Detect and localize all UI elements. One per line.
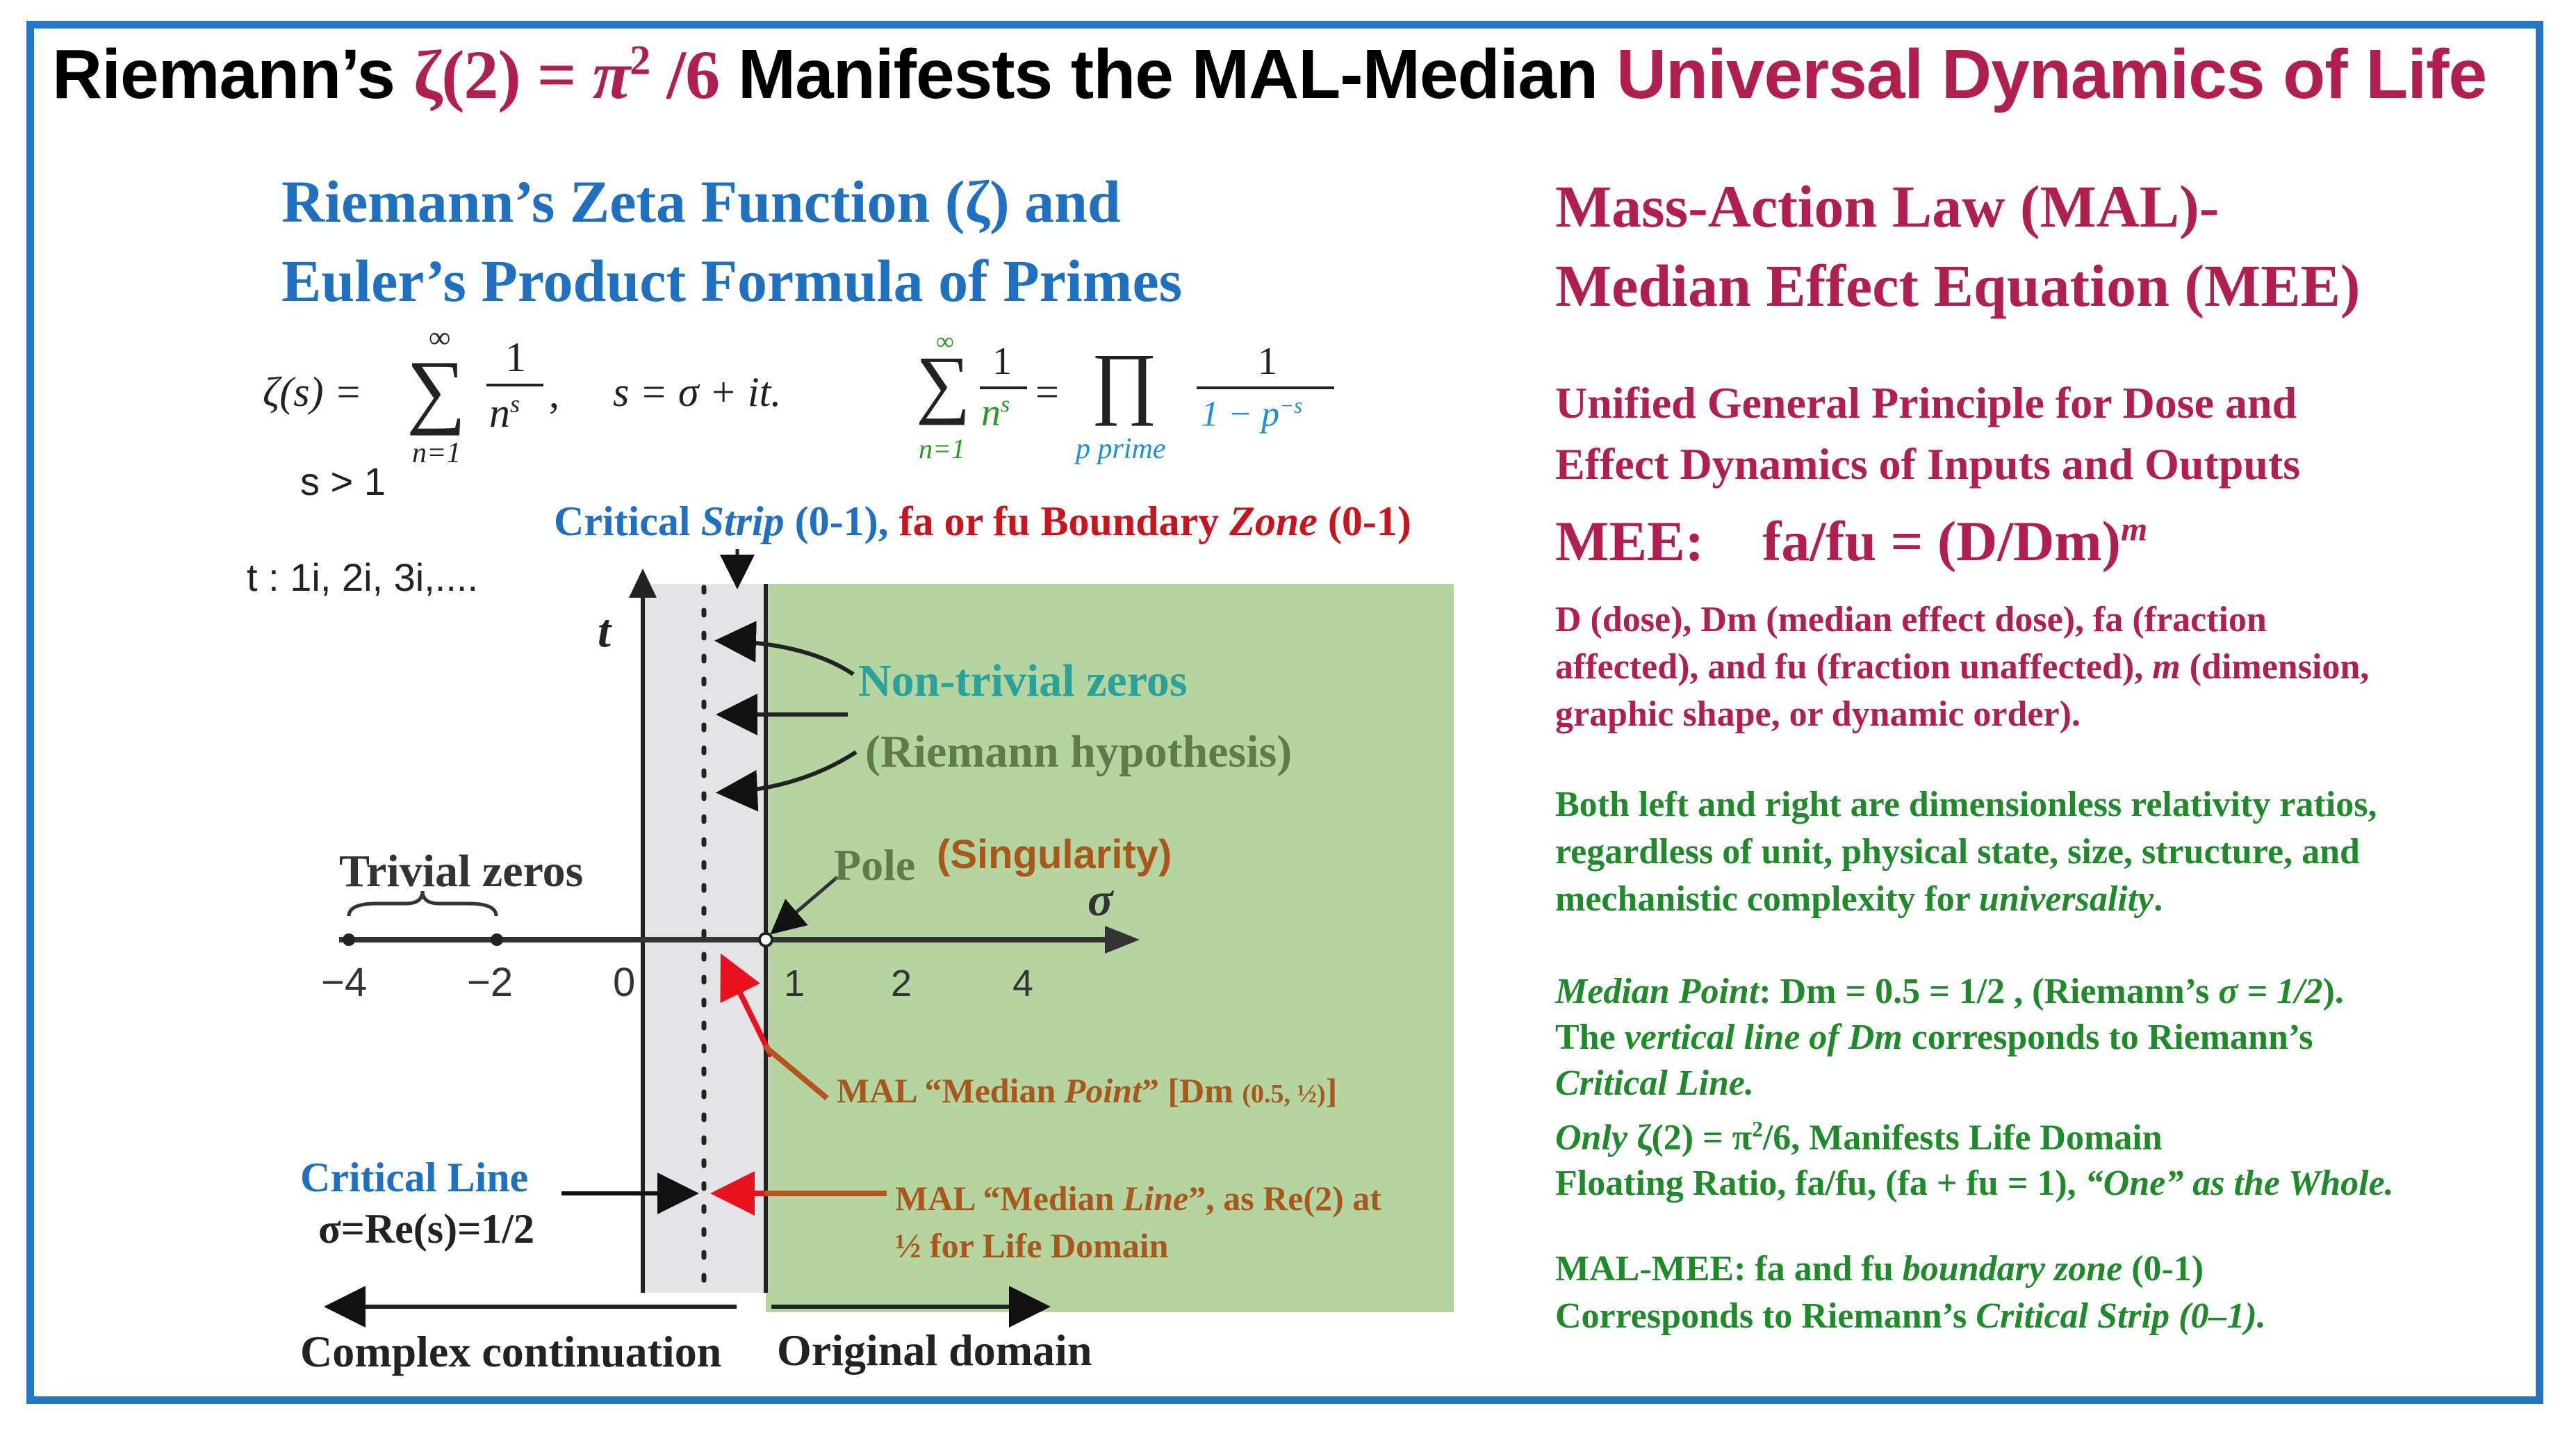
median-point-statement: Median Point: Dm = 0.5 = 1/2 , (Riemann’… [1555,972,2394,1204]
zeta-heading: Riemann’s Zeta Function (ζ) and Euler’s … [281,162,1182,320]
zeta-lhs: ζ(s) = [263,369,363,415]
page-title: Riemann’s ζ(2) = π2 /6 Manifests the MAL… [52,35,2487,115]
zeta-fraction-bar [486,384,543,386]
median-point-arrow-red [720,953,774,1058]
sigma-axis-label: σ [1088,873,1113,926]
tick-neg4: −4 [321,960,368,1005]
mal-heading-line1: Mass-Action Law (MAL)- [1555,173,2220,240]
zeta-fraction-numerator: 1 [505,334,526,380]
tick-0: 0 [613,960,636,1005]
nontrivial-zeros-label: Non-trivial zeros [858,655,1188,706]
s-condition: s > 1 [300,459,386,503]
pole-label: Pole [834,840,916,890]
title-equals: = [520,36,593,113]
euler-equals: = [1035,369,1059,415]
median-point-arrow-brown [762,1043,829,1101]
trivial-zero-neg4 [343,933,355,946]
tick-4: 4 [1012,963,1034,1004]
nontrivial-arrow-1 [714,621,855,676]
product-symbol: ∏ [1091,338,1158,427]
product-denominator: 1 − p−s [1201,393,1303,434]
title-pi: π [592,36,631,113]
trivial-zeros-brace [347,890,498,917]
zeta-heading-line2: Euler’s Product Formula of Primes [281,247,1183,314]
singularity-label: (Singularity) [937,832,1172,877]
boundary-zone-statement: MAL-MEE: fa and fu boundary zone (0-1) C… [1555,1249,2266,1336]
dimensionless-statement: Both left and right are dimensionless re… [1555,785,2377,919]
median-point-label: MAL “Median Point” [Dm (0.5, ½)] [837,1071,1338,1110]
title-prefix: Riemann’s [52,35,413,113]
strip-zone-label: Critical Strip (0-1), fa or fu Boundary … [554,498,1411,544]
product-numerator: 1 [1258,340,1277,383]
median-line-label: MAL “Median Line”, as Re(2) at ½ for Lif… [895,1179,1381,1265]
mal-heading-line2: Median Effect Equation (MEE) [1555,252,2361,319]
title-zeta2: ζ(2) [413,36,521,113]
trivial-zero-neg2 [491,933,503,946]
t-axis-arrowhead [629,569,657,598]
mee-equation: MEE: fa/fu = (D/Dm)m [1555,509,2148,573]
euler-denominator: ns [981,391,1010,434]
complex-continuation-label: Complex continuation [300,1327,722,1376]
euler-sum-bottom: n=1 [919,433,965,464]
sum-top: ∞ [429,320,451,354]
tick-neg2: −2 [467,960,514,1005]
critical-line-label: Critical Line [300,1154,529,1200]
euler-sum-top: ∞ [936,327,954,355]
euler-fraction-bar [980,386,1027,389]
trivial-zeros-label: Trivial zeros [339,846,584,897]
outer-frame [26,21,2543,1404]
mee-definitions: D (dose), Dm (median effect dose), fa (f… [1555,600,2370,734]
sigma-axis-arrowhead [1105,926,1140,954]
title-exponent: 2 [630,37,650,83]
zeta-heading-line1: Riemann’s Zeta Function (ζ) and [281,168,1121,235]
t-values: t : 1i, 2i, 3i,.... [247,555,479,599]
title-over6: /6 [650,36,720,113]
pole-arrow [770,876,839,935]
tick-1: 1 [784,963,805,1004]
sum-symbol: ∑ [407,343,466,436]
zeta-fraction-denominator: ns [489,390,520,436]
euler-sum-symbol: ∑ [916,341,971,425]
nontrivial-arrow-3 [716,750,858,812]
riemann-hypothesis-label: (Riemann hypothesis) [865,726,1293,777]
product-fraction-bar [1197,386,1334,389]
unified-principle: Unified General Principle for Dose and E… [1555,378,2301,489]
original-domain-label: Original domain [777,1325,1092,1375]
euler-numerator: 1 [992,340,1012,383]
product-bottom: p prime [1076,433,1166,465]
tick-2: 2 [891,963,912,1004]
zeta-comma: , [549,370,559,416]
sum-bottom: n=1 [412,437,461,469]
title-middle: Manifests the MAL-Median [719,35,1616,113]
t-axis-label: t [598,604,611,657]
title-highlight: Universal Dynamics of Life [1616,35,2487,113]
critical-line-equation: σ=Re(s)=1/2 [318,1206,534,1252]
mal-heading: Mass-Action Law (MAL)- Median Effect Equ… [1555,167,2361,325]
pole-point [758,932,773,947]
s-definition: s = σ + it. [613,369,782,415]
